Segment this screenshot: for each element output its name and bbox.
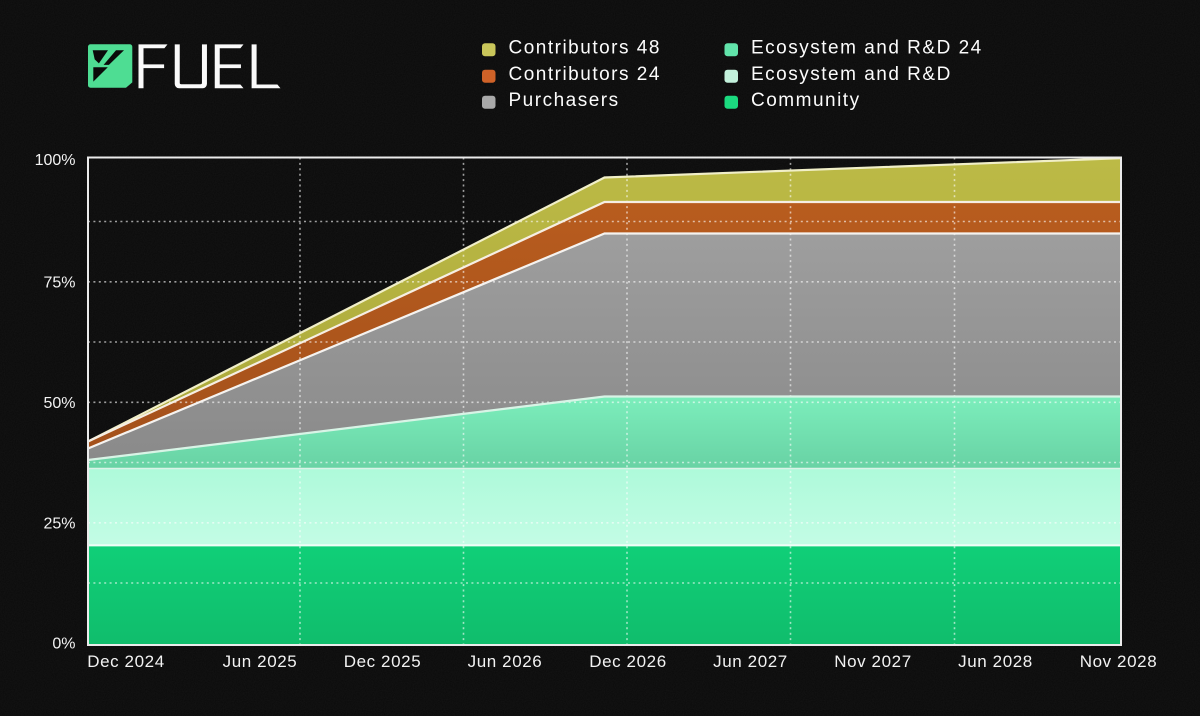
svg-text:Jun 2026: Jun 2026 <box>468 652 543 671</box>
svg-text:Ecosystem and R&D: Ecosystem and R&D <box>751 64 952 85</box>
svg-text:Nov 2028: Nov 2028 <box>1080 652 1158 671</box>
svg-text:75%: 75% <box>43 274 75 291</box>
svg-text:100%: 100% <box>35 152 76 169</box>
svg-text:Community: Community <box>751 90 861 111</box>
svg-text:Ecosystem and R&D 24: Ecosystem and R&D 24 <box>751 37 983 58</box>
svg-text:Dec 2024: Dec 2024 <box>87 652 165 671</box>
svg-text:Jun 2028: Jun 2028 <box>958 652 1033 671</box>
svg-text:25%: 25% <box>43 515 75 532</box>
svg-text:Dec 2025: Dec 2025 <box>344 652 422 671</box>
svg-text:Purchasers: Purchasers <box>509 90 620 111</box>
svg-text:Contributors 48: Contributors 48 <box>509 37 661 58</box>
svg-text:Contributors 24: Contributors 24 <box>509 64 661 85</box>
svg-text:50%: 50% <box>43 395 75 412</box>
svg-text:0%: 0% <box>52 636 75 653</box>
svg-text:Dec 2026: Dec 2026 <box>589 652 667 671</box>
svg-text:Jun 2027: Jun 2027 <box>713 652 788 671</box>
svg-text:Nov 2027: Nov 2027 <box>834 652 912 671</box>
svg-text:Jun 2025: Jun 2025 <box>223 652 298 671</box>
